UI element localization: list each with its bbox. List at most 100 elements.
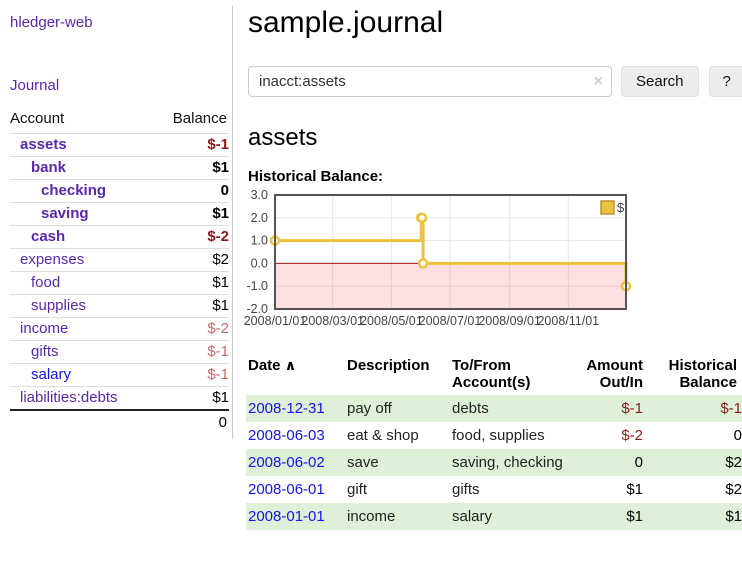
transaction-row: 2008-12-31 pay off debts $-1 $-1 (246, 395, 742, 422)
legend-swatch (600, 200, 615, 215)
transaction-date-link[interactable]: 2008-06-03 (248, 427, 325, 444)
search-bar: × Search ? (248, 66, 742, 97)
sort-by-date-link[interactable]: Date ∧ (248, 357, 296, 374)
account-balance: $-1 (153, 133, 229, 157)
account-link[interactable]: income (20, 320, 69, 337)
account-link[interactable]: supplies (31, 297, 87, 314)
sort-asc-icon: ∧ (284, 357, 297, 373)
account-link[interactable]: saving (41, 205, 89, 222)
transaction-date-link[interactable]: 2008-06-02 (248, 454, 325, 471)
account-row: expenses $2 (10, 248, 229, 272)
chart-title: Historical Balance: (248, 168, 384, 185)
transaction-date-link[interactable]: 2008-06-01 (248, 481, 325, 498)
account-name-cell: cash (10, 225, 154, 249)
transaction-date-link[interactable]: 2008-12-31 (248, 400, 325, 417)
account-balance: $1 (153, 156, 229, 180)
account-row: supplies $1 (10, 294, 229, 318)
transaction-balance: $-1 (720, 400, 742, 417)
sidebar: hledger-web Journal Account Balance asse… (0, 6, 233, 439)
accounts-total-spacer (10, 409, 154, 434)
account-link[interactable]: cash (31, 228, 66, 245)
transaction-row: 2008-06-03 eat & shop food, supplies $-2 0 (246, 422, 742, 449)
account-link[interactable]: bank (31, 159, 67, 176)
accounts-total-value: 0 (153, 409, 229, 434)
account-name-cell: expenses (10, 248, 154, 272)
transaction-description: gift (347, 481, 368, 498)
y-tick-label: 3.0 (251, 188, 268, 202)
transaction-accounts: gifts (452, 481, 480, 498)
y-tick-label: -1.0 (246, 279, 268, 293)
account-name-cell: saving (10, 202, 154, 226)
y-tick-label: -2.0 (246, 302, 268, 316)
account-balance: $-2 (153, 225, 229, 249)
account-balance: $1 (153, 202, 229, 226)
account-link[interactable]: assets (20, 136, 67, 153)
account-row: food $1 (10, 271, 229, 295)
x-tick-label: 2008/07/01 (419, 314, 482, 328)
account-name-cell: income (10, 317, 154, 341)
account-balance: $-1 (153, 363, 229, 387)
register-header-description: Description (347, 357, 430, 374)
negative-region (275, 263, 626, 309)
account-name-cell: liabilities:debts (10, 386, 154, 410)
account-name-cell: salary (10, 363, 154, 387)
account-row: income $-2 (10, 317, 229, 341)
account-heading: assets (248, 124, 318, 151)
transaction-amount: $1 (626, 508, 643, 525)
search-input[interactable] (248, 66, 612, 97)
register-header-date: Date ∧ (246, 355, 345, 395)
account-link[interactable]: food (31, 274, 61, 291)
transaction-date-cell: 2008-01-01 (246, 503, 345, 530)
y-tick-label: 2.0 (251, 211, 268, 225)
transaction-accounts: food, supplies (452, 427, 545, 444)
y-tick-label: 1.0 (251, 234, 268, 248)
brand-link[interactable]: hledger-web (10, 14, 93, 31)
transaction-date-link[interactable]: 2008-01-01 (248, 508, 325, 525)
accounts-table: Account Balance assets $-1 bank $1 checking 0… (10, 108, 229, 434)
transaction-description: eat & shop (347, 427, 419, 444)
transaction-date-cell: 2008-06-02 (246, 449, 345, 476)
account-link[interactable]: liabilities:debts (20, 389, 118, 406)
transaction-row: 2008-06-02 save saving, checking 0 $2 (246, 449, 742, 476)
transaction-date-cell: 2008-06-03 (246, 422, 345, 449)
account-row: assets $-1 (10, 133, 229, 157)
register-header-tofrom: To/From Account(s) (452, 357, 531, 391)
accounts-table-body: assets $-1 bank $1 checking 0 saving $1 cash $-2 e… (10, 133, 229, 410)
transaction-description: save (347, 454, 379, 471)
register-table-body: 2008-12-31 pay off debts $-1 $-1 2008-06-03 ea… (246, 395, 742, 530)
register-header-amount: Amount Out/In (586, 357, 643, 391)
page-title: sample.journal (248, 6, 444, 39)
transaction-amount: $-2 (621, 427, 643, 444)
nav-journal-link[interactable]: Journal (10, 77, 60, 94)
x-tick-label: 2008/09/01 (478, 314, 541, 328)
account-row: gifts $-1 (10, 340, 229, 364)
transaction-description: income (347, 508, 396, 525)
transaction-date-cell: 2008-12-31 (246, 395, 345, 422)
transaction-balance: $2 (725, 454, 742, 471)
x-tick-label: 2008/11/01 (537, 314, 599, 328)
transaction-balance: $2 (725, 481, 742, 498)
transaction-description: pay off (347, 400, 392, 417)
clear-search-icon[interactable]: × (593, 72, 603, 90)
register-header-row: Date ∧ Description To/From Account(s) Am… (246, 355, 742, 395)
transaction-accounts: debts (452, 400, 489, 417)
account-link[interactable]: checking (41, 182, 107, 199)
account-link[interactable]: gifts (31, 343, 59, 360)
accounts-header-account: Account (10, 110, 65, 127)
account-link[interactable]: expenses (20, 251, 85, 268)
account-link[interactable]: salary (31, 366, 72, 383)
x-tick-label: 2008/01/01 (244, 314, 307, 328)
transaction-accounts: saving, checking (452, 454, 563, 471)
search-button[interactable]: Search (621, 66, 699, 97)
account-row: saving $1 (10, 202, 229, 226)
x-tick-label: 2008/05/01 (360, 314, 423, 328)
account-balance: $1 (153, 294, 229, 318)
transaction-amount: 0 (634, 454, 643, 471)
help-button[interactable]: ? (708, 66, 742, 97)
register-table: Date ∧ Description To/From Account(s) Am… (246, 355, 742, 530)
account-name-cell: bank (10, 156, 154, 180)
register-header-balance: Historical Balance (668, 357, 737, 391)
x-tick-label: 2008/03/01 (301, 314, 364, 328)
account-name-cell: checking (10, 179, 154, 203)
account-row: bank $1 (10, 156, 229, 180)
